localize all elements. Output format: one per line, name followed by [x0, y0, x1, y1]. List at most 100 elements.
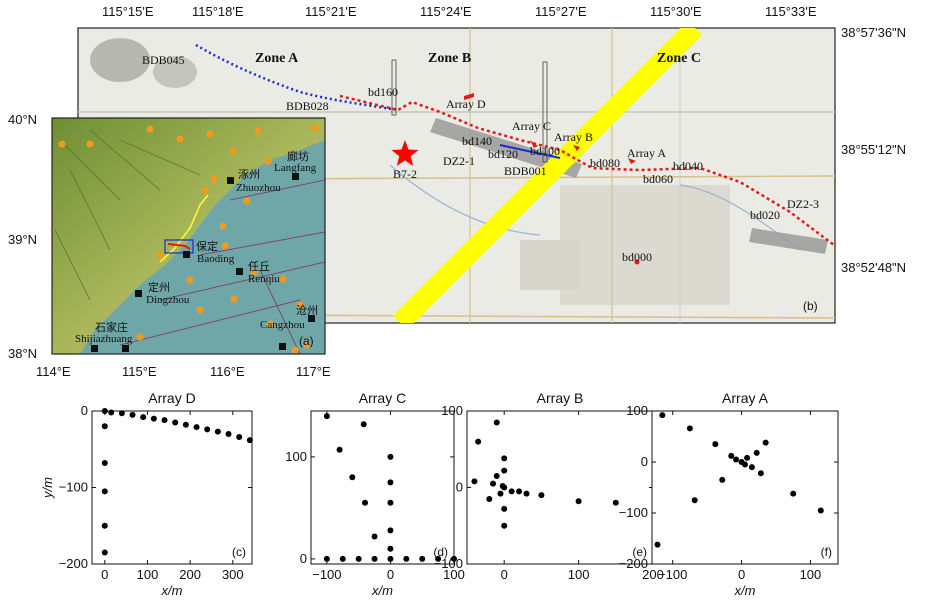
station-point — [728, 452, 735, 459]
bd020-label: bd020 — [750, 208, 780, 222]
x-tick-label: 0 — [387, 567, 394, 582]
bd160-label: bd160 — [368, 85, 398, 99]
top-lon-tick: 115°30'E — [650, 4, 702, 19]
zone-a-label: Zone A — [255, 51, 299, 66]
station-point — [355, 555, 362, 562]
y-tick-label: 0 — [641, 454, 648, 469]
panel-label: (c) — [232, 545, 246, 559]
city-cn-renqiu: 任丘 — [248, 260, 270, 273]
y-tick-label: −100 — [619, 505, 648, 520]
station-point — [538, 492, 545, 499]
station-point — [150, 415, 157, 422]
y-tick-label: 100 — [441, 403, 463, 418]
y-axis-label: y/m — [40, 477, 55, 499]
station-point — [523, 490, 530, 497]
dz2-3-band — [749, 228, 828, 254]
station-point — [790, 490, 797, 497]
city-cn-shijiazhuang: 石家庄 — [95, 320, 128, 334]
mountain-region — [52, 118, 325, 354]
station-point — [236, 434, 243, 441]
city-en-zhuozhou: Zhuozhou — [236, 182, 281, 194]
station-point — [387, 453, 394, 460]
top-lon-tick: 115°24'E — [420, 4, 472, 19]
array-c-label: Array C — [512, 119, 551, 133]
station-point — [182, 421, 189, 428]
zone-b-label: Zone B — [428, 51, 471, 66]
mountain-ridges — [54, 129, 201, 301]
station-point — [501, 505, 508, 512]
station-point — [118, 410, 125, 417]
town-block — [560, 185, 730, 305]
panel-title: Array B — [537, 390, 584, 406]
station-point — [471, 478, 478, 485]
station-point — [108, 409, 115, 416]
x-tick-label: 300 — [222, 567, 244, 582]
station-point — [140, 414, 147, 421]
array-d-marker — [464, 93, 474, 100]
y-tick-label: 0 — [456, 480, 463, 495]
y-tick-label: −200 — [619, 556, 648, 571]
terrain-patch — [90, 38, 150, 82]
station-point — [387, 545, 394, 552]
station-point — [757, 470, 764, 477]
bd080-label: bd080 — [590, 156, 620, 170]
city-en-renqiu: Renqiu — [248, 273, 280, 285]
station-point — [654, 541, 661, 548]
plot-frame — [310, 410, 455, 565]
scatter-panel-3: Array B 0 100 200 100 0 −100 (e) — [434, 390, 664, 582]
top-lon-tick: 115°18'E — [192, 4, 244, 19]
station-point — [360, 421, 367, 428]
station-point — [475, 438, 482, 445]
station-point — [101, 488, 108, 495]
y-tick-label: −200 — [59, 556, 88, 571]
map-a: 廊坊 Langfang 涿州 Zhuozhou 保定 Baoding 任丘 Re… — [8, 112, 331, 379]
station-point — [349, 474, 356, 481]
dz2-3-label: DZ2-3 — [787, 197, 819, 211]
x-tick-label: 100 — [568, 567, 590, 582]
x-tick-label: 200 — [179, 567, 201, 582]
station-point — [451, 555, 457, 562]
station-point — [101, 423, 108, 430]
dz2-1-band — [430, 118, 582, 178]
plot-frame — [466, 410, 654, 565]
station-point — [493, 473, 500, 480]
bottom-lon-tick: 117°E — [296, 364, 331, 379]
station-point — [486, 495, 493, 502]
station-point — [733, 456, 740, 463]
bd140-label: bd140 — [462, 134, 492, 148]
river — [389, 164, 541, 236]
bdb028-label: BDB028 — [286, 99, 329, 113]
city-cn-zhuozhou: 涿州 — [238, 168, 260, 181]
bd040-label: bd040 — [673, 159, 703, 173]
station-point — [575, 498, 582, 505]
station-point — [501, 484, 508, 491]
bdb001-label: BDB001 — [504, 164, 547, 178]
array-a-marker — [628, 158, 636, 164]
scatter-panel-2: Array C −100 0 100 0 100 (d) x/m — [285, 390, 465, 598]
dz2-1-label: DZ2-1 — [443, 154, 475, 168]
map-b-basemap — [78, 28, 835, 323]
station-point — [336, 446, 343, 453]
map-b-right-axis: 38°57'36"N 38°55'12"N 38°52'48"N — [841, 25, 906, 275]
top-lon-tick: 115°27'E — [535, 4, 587, 19]
station-point — [403, 555, 410, 562]
station-point — [101, 549, 108, 556]
station-point — [762, 439, 769, 446]
bd000-marker — [634, 259, 640, 265]
bd060-label: bd060 — [643, 172, 673, 186]
array-c-marker — [530, 140, 538, 148]
city-en-langfang: Langfang — [274, 162, 317, 174]
station-point — [371, 555, 378, 562]
station-point — [493, 419, 500, 426]
city-markers — [91, 173, 315, 352]
station-point — [497, 490, 504, 497]
station-point — [387, 555, 394, 562]
array-scatter-panels: Array D0 100 200 3000−100−200(c)x/my/mArray… — [40, 390, 839, 598]
town-block — [520, 240, 580, 290]
top-lon-tick: 115°21'E — [305, 4, 357, 19]
b7-2-star — [391, 140, 419, 166]
station-point — [719, 476, 726, 483]
map-a-panel-label: (a) — [299, 334, 314, 348]
